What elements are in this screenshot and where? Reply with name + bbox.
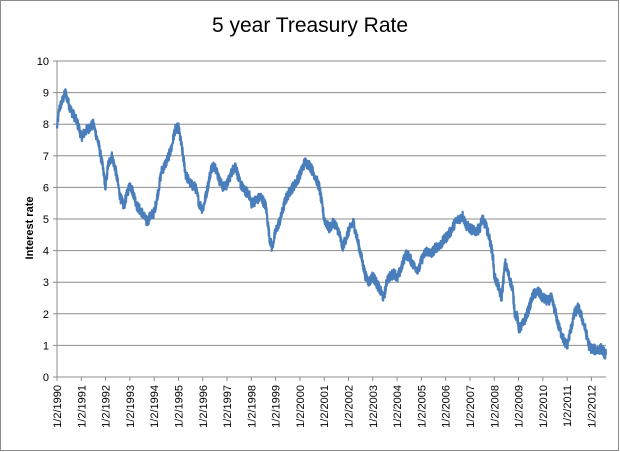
x-tick-label: 1/2/1992 <box>101 385 113 428</box>
x-tick-label: 1/2/2010 <box>538 385 550 428</box>
y-tick-label: 2 <box>43 309 49 321</box>
series-line <box>55 88 608 360</box>
x-tick-label: 1/2/1993 <box>125 385 137 428</box>
x-tick-label: 1/2/2011 <box>562 385 574 427</box>
y-tick-label: 6 <box>43 182 49 194</box>
y-tick-label: 4 <box>43 246 49 258</box>
x-tick-label: 1/2/1994 <box>149 385 161 428</box>
y-tick-label: 10 <box>37 56 49 68</box>
x-tick-label: 1/2/1999 <box>271 385 283 428</box>
x-tick-labels: 1/2/1990 1/2/1991 1/2/1992 1/2/1993 1/2/1994… <box>52 377 598 428</box>
x-tick-label: 1/2/2012 <box>586 385 598 428</box>
x-tick-label: 1/2/1991 <box>76 385 88 428</box>
y-tick-label: 1 <box>43 340 49 352</box>
x-tick-label: 1/2/2003 <box>368 385 380 428</box>
chart-title: 5 year Treasury Rate <box>211 14 409 37</box>
x-tick-label: 1/2/2004 <box>392 385 404 428</box>
y-tick-label: 5 <box>43 214 49 226</box>
x-tick-label: 1/2/2008 <box>489 385 501 428</box>
y-tick-label: 9 <box>43 88 49 100</box>
y-tick-label: 3 <box>43 277 49 289</box>
x-tick-label: 1/2/2000 <box>295 385 307 428</box>
y-tick-labels: 0 1 2 3 4 5 6 7 8 9 10 <box>37 56 49 384</box>
y-tick-label: 8 <box>43 119 49 131</box>
x-tick-label: 1/2/1990 <box>52 385 64 428</box>
y-tick-label: 0 <box>43 372 49 384</box>
x-tick-label: 1/2/2001 <box>319 385 331 428</box>
x-tick-label: 1/2/2006 <box>441 385 453 428</box>
x-tick-label: 1/2/1997 <box>222 385 234 428</box>
x-tick-label: 1/2/1995 <box>173 385 185 428</box>
y-tick-label: 7 <box>43 151 49 163</box>
x-tick-label: 1/2/2007 <box>465 385 477 428</box>
x-tick-label: 1/2/2009 <box>514 385 526 428</box>
x-tick-label: 1/2/1998 <box>246 385 258 428</box>
x-tick-label: 1/2/2005 <box>416 385 428 428</box>
series-lines <box>55 88 608 360</box>
x-tick-label: 1/2/1996 <box>198 385 210 428</box>
x-tick-label: 1/2/2002 <box>344 385 356 428</box>
axes <box>56 61 606 378</box>
gridlines <box>53 60 606 378</box>
